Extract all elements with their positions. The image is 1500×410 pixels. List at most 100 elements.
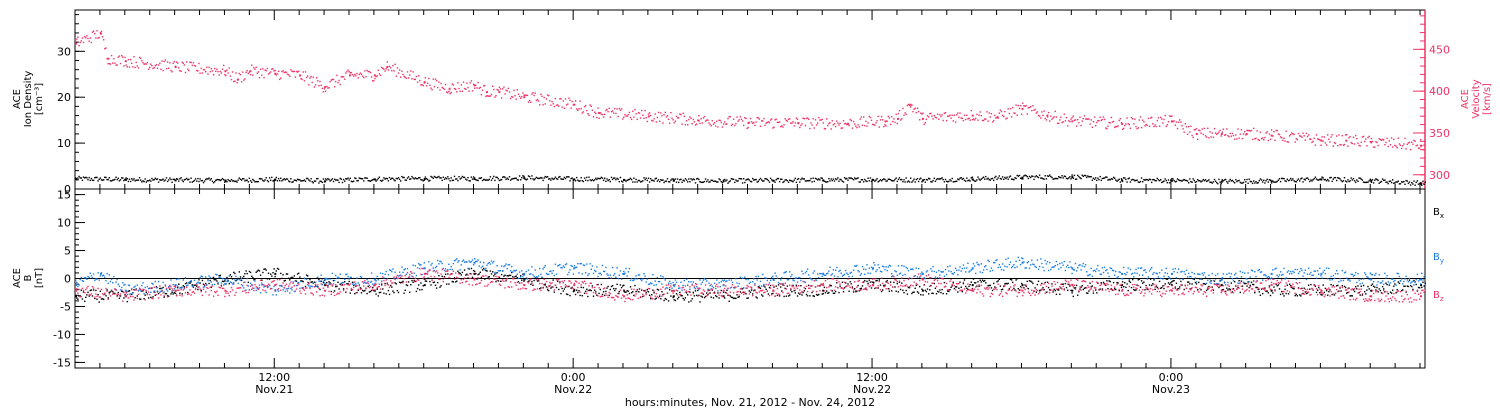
bx-sample bbox=[150, 296, 152, 299]
velocity-sample bbox=[1130, 117, 1133, 119]
by-sample bbox=[778, 282, 781, 285]
bx-sample bbox=[336, 285, 338, 288]
bx-sample bbox=[1319, 292, 1321, 294]
by-sample bbox=[574, 266, 577, 269]
by-sample bbox=[674, 279, 677, 281]
density-sample bbox=[485, 179, 487, 181]
density-sample bbox=[214, 180, 216, 183]
velocity-sample bbox=[1370, 137, 1373, 140]
by-sample bbox=[356, 277, 358, 279]
density-sample bbox=[235, 180, 237, 182]
velocity-sample bbox=[698, 115, 700, 117]
density-sample bbox=[1040, 177, 1042, 179]
density-sample bbox=[157, 181, 160, 183]
bx-sample bbox=[221, 280, 224, 282]
bx-sample bbox=[1117, 282, 1119, 284]
density-sample bbox=[1368, 180, 1370, 182]
velocity-sample bbox=[1235, 134, 1237, 136]
by-sample bbox=[100, 272, 103, 274]
bx-sample bbox=[1276, 285, 1278, 287]
velocity-sample bbox=[494, 96, 496, 98]
bx-sample bbox=[307, 275, 309, 277]
by-sample bbox=[116, 278, 118, 281]
bx-sample bbox=[669, 289, 671, 291]
by-sample bbox=[395, 277, 397, 279]
velocity-sample bbox=[1095, 125, 1097, 127]
velocity-sample bbox=[1166, 124, 1169, 126]
density-sample bbox=[1119, 181, 1121, 183]
by-sample bbox=[1185, 269, 1188, 271]
velocity-sample bbox=[201, 72, 204, 74]
bx-sample bbox=[406, 284, 409, 287]
bx-sample bbox=[198, 279, 200, 281]
bx-sample bbox=[777, 284, 780, 286]
velocity-sample bbox=[991, 121, 994, 123]
bx-sample bbox=[845, 282, 847, 284]
velocity-sample bbox=[212, 74, 215, 76]
density-sample bbox=[434, 176, 437, 178]
velocity-sample bbox=[164, 59, 167, 61]
by-sample bbox=[163, 291, 165, 293]
by-sample bbox=[682, 284, 684, 287]
bx-sample bbox=[692, 291, 694, 294]
density-sample bbox=[931, 181, 933, 183]
bx-sample bbox=[799, 293, 801, 295]
density-sample bbox=[664, 180, 666, 182]
density-sample bbox=[1291, 179, 1293, 181]
by-sample bbox=[864, 273, 866, 275]
by-sample bbox=[842, 274, 845, 276]
density-sample bbox=[1047, 175, 1050, 177]
by-sample bbox=[1099, 273, 1101, 275]
density-sample bbox=[215, 179, 217, 181]
velocity-sample bbox=[796, 118, 799, 120]
velocity-sample bbox=[1082, 117, 1084, 120]
velocity-sample bbox=[619, 109, 622, 111]
bx-sample bbox=[1194, 281, 1197, 284]
velocity-sample bbox=[108, 63, 110, 65]
velocity-sample bbox=[679, 113, 681, 115]
by-sample bbox=[706, 280, 708, 282]
by-sample bbox=[81, 280, 84, 282]
density-sample bbox=[1299, 180, 1301, 182]
by-sample bbox=[326, 278, 328, 280]
velocity-sample bbox=[1212, 136, 1215, 138]
bx-sample bbox=[77, 298, 79, 300]
bx-sample bbox=[330, 290, 332, 293]
velocity-sample bbox=[672, 119, 674, 121]
density-point-29 bbox=[1420, 182, 1422, 185]
density-sample bbox=[721, 182, 724, 184]
velocity-sample bbox=[1081, 120, 1083, 122]
density-sample bbox=[1149, 178, 1152, 181]
by-sample bbox=[236, 279, 238, 281]
velocity-sample bbox=[186, 61, 188, 63]
bx-sample bbox=[375, 293, 377, 295]
by-sample bbox=[186, 284, 188, 287]
density-sample bbox=[646, 179, 648, 182]
velocity-sample bbox=[838, 124, 840, 126]
velocity-sample bbox=[870, 119, 873, 121]
density-sample bbox=[1239, 181, 1241, 184]
density-sample bbox=[738, 177, 740, 180]
velocity-sample bbox=[517, 93, 520, 95]
density-sample bbox=[1190, 180, 1192, 183]
density-sample bbox=[392, 177, 394, 180]
velocity-sample bbox=[1406, 143, 1408, 146]
density-sample bbox=[91, 179, 94, 181]
density-sample bbox=[1376, 178, 1378, 181]
bx-sample bbox=[1015, 279, 1017, 281]
bx-sample bbox=[309, 278, 311, 281]
by-sample bbox=[127, 284, 130, 286]
velocity-sample bbox=[582, 111, 585, 113]
velocity-sample bbox=[205, 71, 207, 73]
by-sample bbox=[282, 289, 284, 291]
bx-sample bbox=[573, 288, 576, 291]
density-sample bbox=[134, 180, 136, 182]
velocity-sample bbox=[1193, 129, 1195, 131]
velocity-sample bbox=[322, 91, 325, 93]
velocity-sample bbox=[578, 108, 580, 110]
velocity-sample bbox=[465, 88, 467, 90]
density-sample bbox=[759, 177, 762, 180]
density-sample bbox=[850, 177, 852, 179]
by-sample bbox=[1299, 270, 1301, 273]
